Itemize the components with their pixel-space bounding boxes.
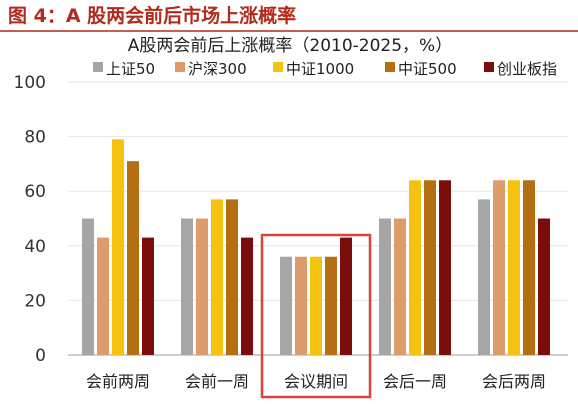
bar-2-2 xyxy=(310,256,322,355)
bar-3-4 xyxy=(439,180,451,355)
bar-4-3 xyxy=(523,180,535,355)
bar-0-4 xyxy=(142,237,154,355)
legend-label: 沪深300 xyxy=(188,60,247,78)
figure-title: 图 4：A 股两会前后市场上涨概率 xyxy=(8,4,296,27)
x-axis-categories: 会前两周 会前一周 会议期间 会后一周 会后两周 xyxy=(86,372,546,391)
bar-1-4 xyxy=(241,237,253,355)
x-category-label: 会后一周 xyxy=(383,372,447,391)
legend-label: 创业板指 xyxy=(497,60,557,78)
bar-2-0 xyxy=(280,256,292,355)
bar-4-1 xyxy=(493,180,505,355)
bar-1-0 xyxy=(181,218,193,355)
bar-3-0 xyxy=(379,218,391,355)
bar-1-2 xyxy=(211,199,223,355)
bar-1-3 xyxy=(226,199,238,355)
y-tick-label: 0 xyxy=(35,346,46,366)
x-category-label: 会后两周 xyxy=(482,372,546,391)
bar-0-2 xyxy=(112,139,124,355)
bar-0-0 xyxy=(82,218,94,355)
y-tick-label: 80 xyxy=(24,128,46,148)
legend-swatch xyxy=(93,62,103,72)
x-category-label: 会议期间 xyxy=(284,372,348,391)
legend-swatch xyxy=(484,62,494,72)
y-tick-label: 60 xyxy=(24,182,46,202)
bar-0-3 xyxy=(127,161,139,355)
highlight-layer xyxy=(260,233,372,399)
bar-0-1 xyxy=(97,237,109,355)
x-category-label: 会前两周 xyxy=(86,372,150,391)
bar-3-1 xyxy=(394,218,406,355)
legend-label: 中证500 xyxy=(398,60,457,78)
legend-label: 上证50 xyxy=(106,60,155,78)
y-tick-label: 40 xyxy=(24,237,46,257)
bar-4-2 xyxy=(508,180,520,355)
bar-1-1 xyxy=(196,218,208,355)
chart-subtitle: A股两会前后上涨概率（2010-2025，%） xyxy=(128,36,452,56)
bar-4-4 xyxy=(538,218,550,355)
bar-2-4 xyxy=(340,237,352,355)
x-category-label: 会前一周 xyxy=(185,372,249,391)
bar-3-3 xyxy=(424,180,436,355)
legend-swatch xyxy=(273,62,283,72)
bar-2-3 xyxy=(325,256,337,355)
legend-label: 中证1000 xyxy=(286,60,354,78)
y-tick-label: 100 xyxy=(14,73,46,93)
bar-4-0 xyxy=(478,199,490,355)
highlight-box xyxy=(260,233,372,399)
legend-swatch xyxy=(175,62,185,72)
bars xyxy=(82,139,550,355)
legend-swatch xyxy=(385,62,395,72)
y-tick-label: 20 xyxy=(24,291,46,311)
bar-2-1 xyxy=(295,256,307,355)
bar-3-2 xyxy=(409,180,421,355)
y-axis-ticks: 0 20 40 60 80 100 xyxy=(14,73,46,366)
legend: 上证50 沪深300 中证1000 中证500 创业板指 xyxy=(93,60,557,78)
